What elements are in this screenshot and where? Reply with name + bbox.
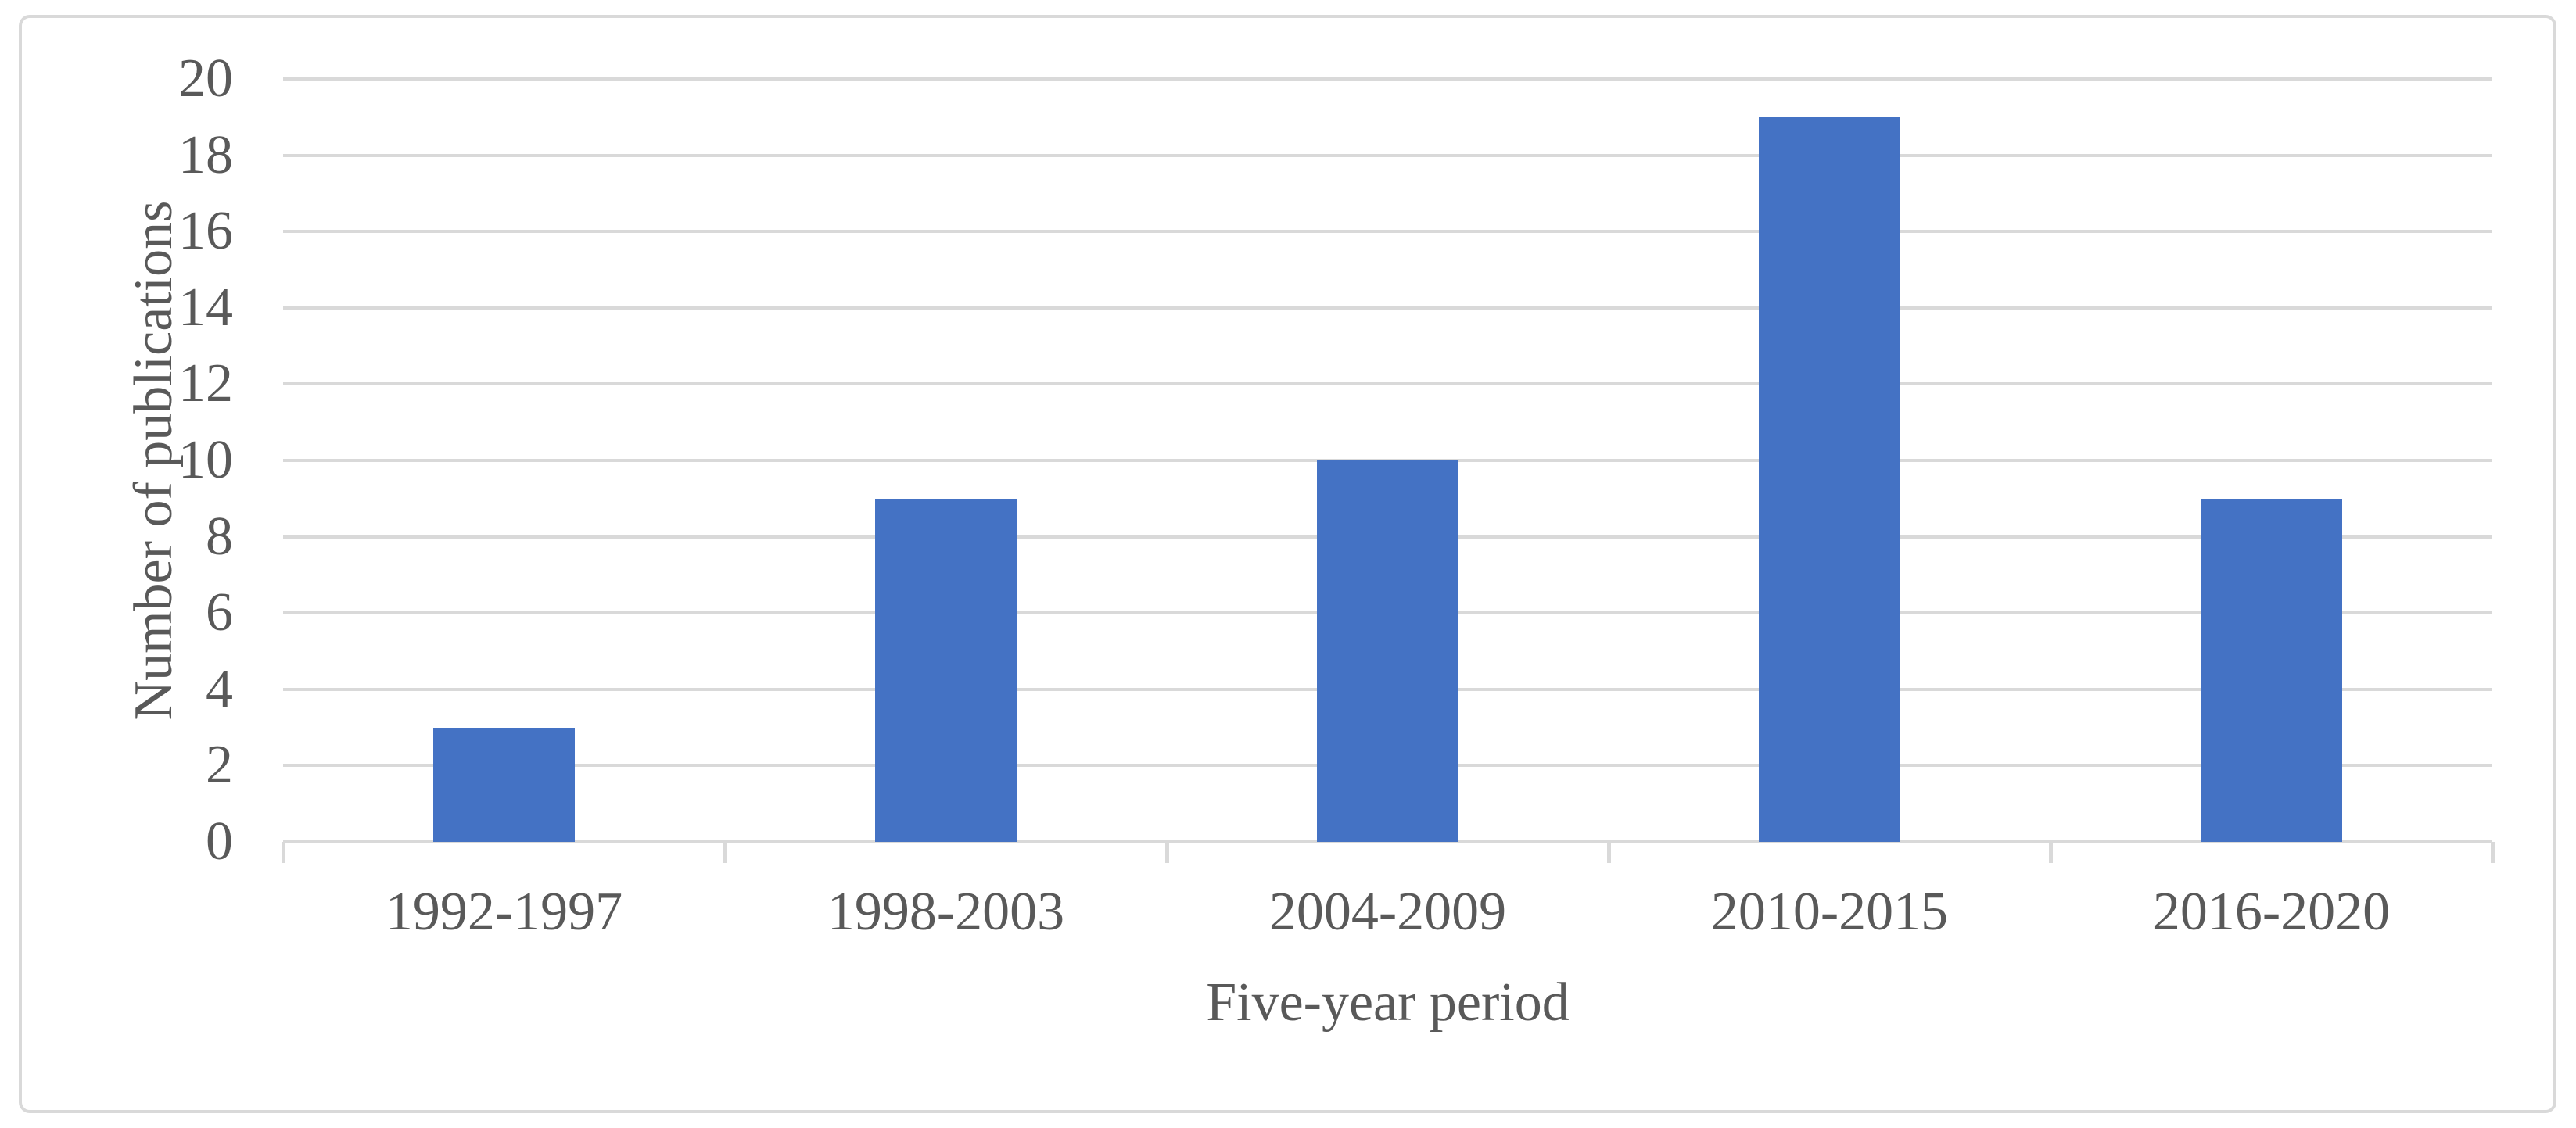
x-axis-tick-mark [281,842,285,863]
y-axis-title: Number of publications [124,200,184,721]
y-axis-tick-label: 4 [206,658,233,719]
x-axis-tick-mark [2490,842,2495,863]
bar-2016-2020 [2201,498,2342,842]
x-axis-title: Five-year period [1206,972,1570,1033]
y-axis-tick-label: 16 [178,201,233,262]
chart-figure-frame [19,15,2556,1113]
y-axis-tick-label: 18 [178,124,233,185]
bar-2010-2015 [1759,116,1900,842]
x-axis-tick-mark [723,842,727,863]
x-axis-tick-label: 2010-2015 [1710,882,1949,942]
x-axis-tick-label: 2004-2009 [1268,882,1507,942]
bar-2004-2009 [1317,460,1458,842]
x-axis-line [283,840,2492,843]
x-axis-tick-mark [1606,842,1611,863]
y-axis-tick-label: 14 [178,277,233,338]
y-axis-tick-label: 6 [206,582,233,643]
y-axis-tick-label: 10 [178,430,233,490]
bar-1992-1997 [433,727,575,842]
gridline [283,153,2492,157]
x-axis-tick-label: 2016-2020 [2152,882,2391,942]
x-axis-tick-mark [1164,842,1169,863]
x-axis-tick-mark [2048,842,2053,863]
y-axis-tick-label: 8 [206,506,233,567]
gridline [283,230,2492,234]
x-axis-tick-label: 1998-2003 [827,882,1065,942]
y-axis-tick-label: 0 [206,811,233,872]
bar-1998-2003 [875,498,1017,842]
gridline [283,382,2492,386]
gridline [283,306,2492,310]
y-axis-tick-label: 2 [206,735,233,796]
y-axis-tick-label: 20 [178,48,233,109]
y-axis-tick-label: 12 [178,353,233,414]
gridline [283,77,2492,81]
x-axis-tick-label: 1992-1997 [385,882,623,942]
